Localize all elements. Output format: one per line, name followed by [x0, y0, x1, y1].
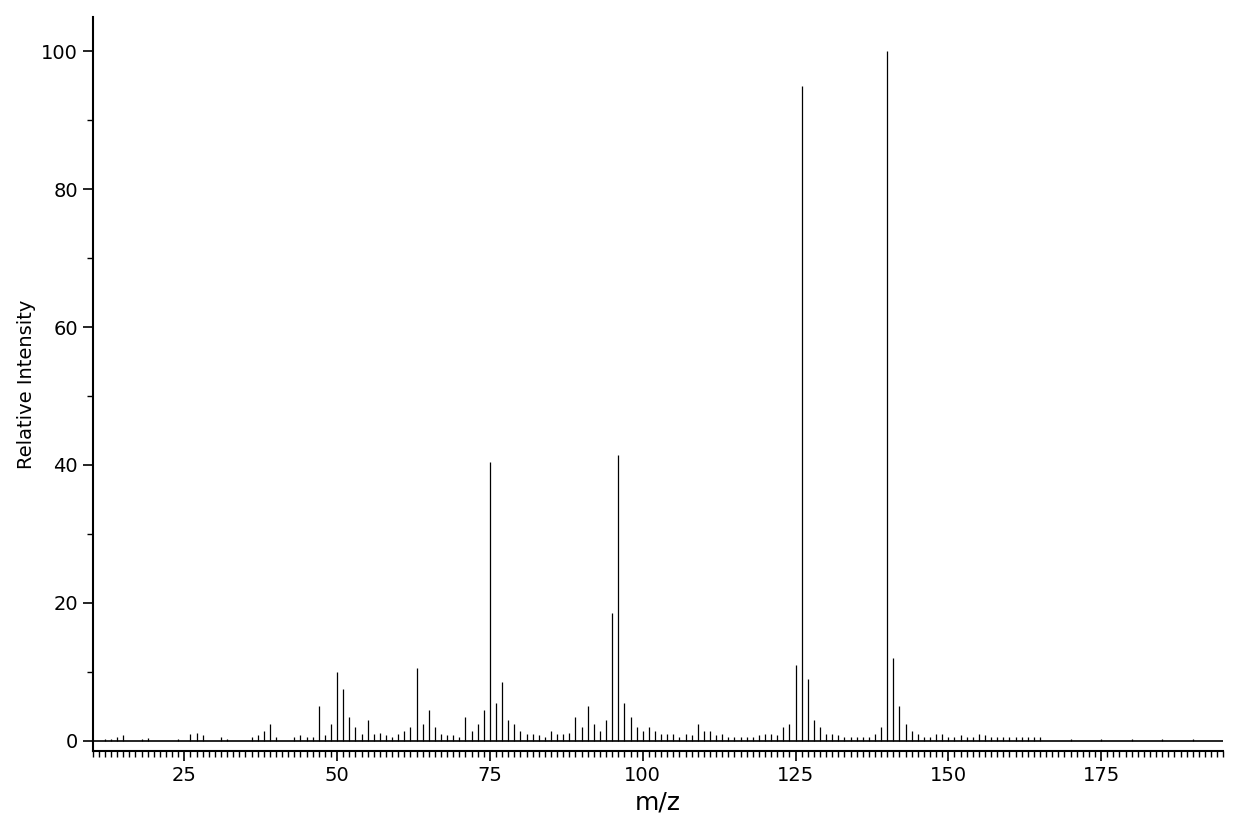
X-axis label: m/z: m/z — [635, 790, 681, 814]
Y-axis label: Relative Intensity: Relative Intensity — [16, 299, 36, 469]
